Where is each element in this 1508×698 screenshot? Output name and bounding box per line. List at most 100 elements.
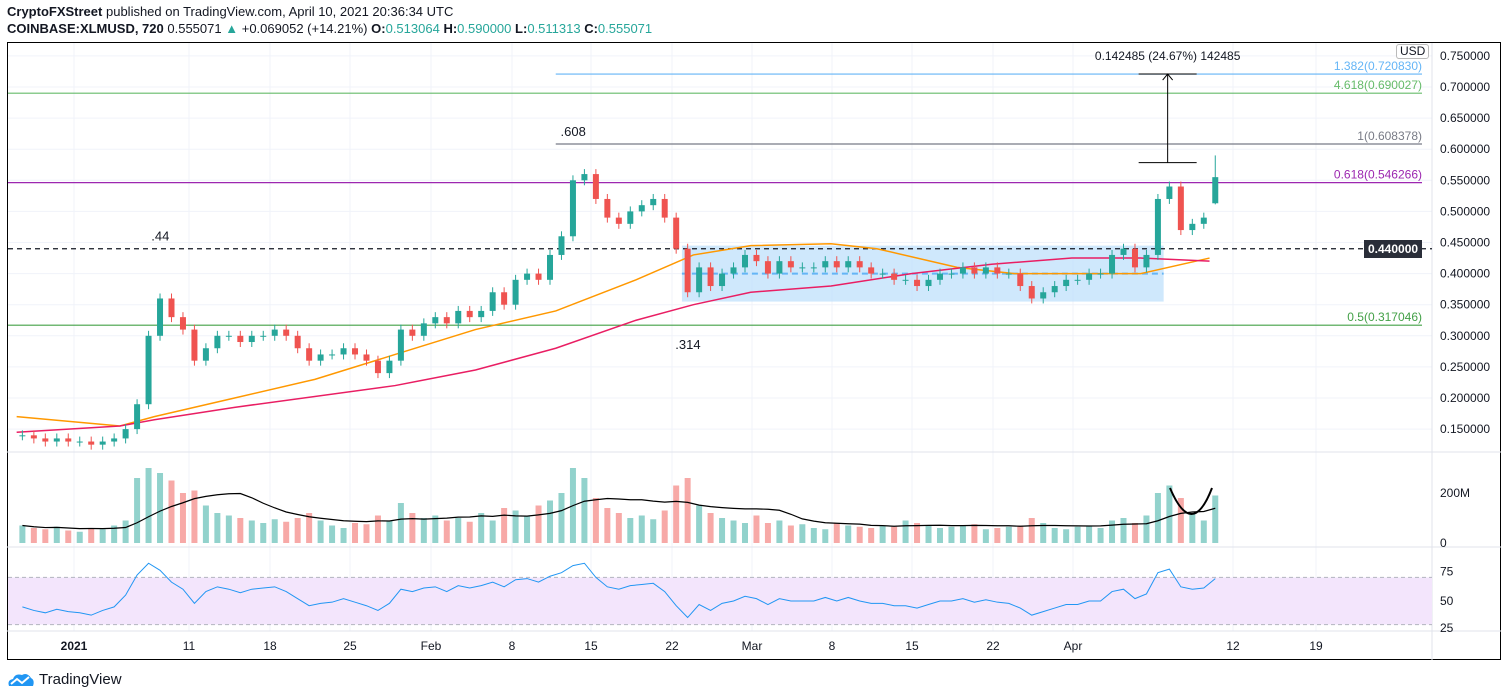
candle-body	[88, 441, 95, 445]
volume-bar	[558, 493, 565, 543]
symbol[interactable]: COINBASE:XLMUSD, 720	[7, 21, 164, 36]
candle-body	[879, 273, 886, 275]
brand-name: TradingView	[39, 671, 122, 688]
candle-body	[776, 261, 783, 274]
volume-bar	[936, 528, 943, 543]
price-annotation: .314	[675, 337, 700, 352]
volume-bar	[730, 520, 737, 543]
volume-bar	[891, 526, 898, 543]
volume-bar	[512, 510, 519, 543]
volume-bar	[753, 515, 760, 543]
candle-body	[558, 236, 565, 255]
volume-bar	[971, 524, 978, 543]
candle-body	[443, 317, 450, 324]
chart-frame[interactable]	[7, 42, 1501, 660]
fib-level-label: 0.5(0.317046)	[1347, 310, 1422, 324]
price-annotation: .44	[151, 229, 169, 244]
volume-bar	[741, 523, 748, 543]
volume-bar	[1212, 495, 1219, 543]
candle-body	[1109, 254, 1116, 274]
volume-bar	[535, 505, 542, 543]
candle-body	[650, 198, 657, 206]
candle-body	[42, 438, 49, 442]
volume-bar	[294, 518, 301, 543]
volume-bar	[283, 521, 290, 543]
low-value: 0.511313	[527, 21, 581, 36]
time-tick-label: 11	[183, 639, 196, 653]
symbol-legend: COINBASE:XLMUSD, 720 0.555071 ▲ +0.06905…	[7, 21, 652, 36]
fib-level-label: 0.618(0.546266)	[1334, 168, 1422, 182]
volume-bar	[122, 520, 129, 543]
price-change: +0.069052 (+14.21%)	[241, 21, 368, 36]
time-tick-label: Apr	[1064, 639, 1083, 653]
candle-body	[638, 205, 645, 212]
candle-body	[168, 298, 175, 318]
candle-body	[1097, 273, 1104, 275]
volume-bar	[856, 526, 863, 543]
candle-body	[1212, 177, 1219, 204]
candle-body	[76, 441, 83, 443]
candle-body	[271, 329, 278, 336]
candle-body	[294, 335, 301, 349]
volume-tick-label: 200M	[1440, 486, 1470, 500]
candle-body	[741, 254, 748, 268]
time-tick-label: 22	[665, 639, 679, 653]
volume-bar	[604, 508, 611, 543]
candle-body	[179, 317, 186, 330]
volume-bar	[489, 520, 496, 543]
candle-body	[386, 360, 393, 374]
candle-body	[317, 354, 324, 361]
candle-body	[684, 248, 691, 293]
volume-bar	[1005, 526, 1012, 543]
candle-body	[260, 335, 267, 337]
volume-bar	[1109, 520, 1116, 543]
candle-body	[753, 254, 760, 262]
volume-bar	[868, 528, 875, 543]
rsi-tick-label: 75	[1440, 565, 1454, 579]
currency-button[interactable]: USD	[1396, 44, 1430, 59]
price-tick-label: 0.750000	[1440, 49, 1490, 63]
volume-bar	[65, 530, 72, 543]
volume-bar	[271, 519, 278, 543]
volume-bar	[145, 468, 152, 543]
volume-bar	[1017, 525, 1024, 543]
candle-body	[661, 198, 668, 218]
volume-bar	[1143, 515, 1150, 543]
time-tick-label: 2021	[61, 639, 88, 653]
candle-body	[1028, 286, 1035, 299]
candle-body	[1040, 292, 1047, 299]
volume-bar	[879, 525, 886, 543]
fib-level-label: 4.618(0.690027)	[1334, 78, 1422, 92]
volume-bar	[1028, 518, 1035, 543]
volume-bar	[1120, 518, 1127, 543]
volume-bar	[420, 518, 427, 543]
candle-body	[948, 273, 955, 275]
open-value: 0.513064	[385, 21, 440, 36]
candle-body	[191, 329, 198, 361]
candle-body	[856, 261, 863, 268]
volume-bar	[443, 520, 450, 543]
volume-bar	[764, 523, 771, 543]
volume-bar	[638, 515, 645, 543]
volume-bar	[673, 485, 680, 543]
candle-body	[455, 310, 462, 324]
fib-level-label: 1.382(0.720830)	[1334, 59, 1422, 73]
price-tick-label: 0.700000	[1440, 80, 1490, 94]
time-tick-label: 22	[986, 639, 1000, 653]
candle-body	[466, 310, 473, 318]
volume-bar	[237, 518, 244, 543]
time-tick-label: Feb	[421, 639, 442, 653]
volume-bar	[627, 518, 634, 543]
volume-bar	[707, 513, 714, 543]
moving-average-line	[16, 257, 1210, 433]
candle-body	[1154, 198, 1161, 255]
candle-body	[512, 279, 519, 305]
candle-body	[581, 174, 588, 181]
tradingview-logo[interactable]: TradingView	[7, 671, 122, 688]
candle-body	[145, 335, 152, 405]
volume-bar	[466, 521, 473, 543]
rsi-band	[8, 577, 1432, 625]
volume-bar	[19, 525, 26, 543]
volume-bar	[99, 529, 106, 543]
